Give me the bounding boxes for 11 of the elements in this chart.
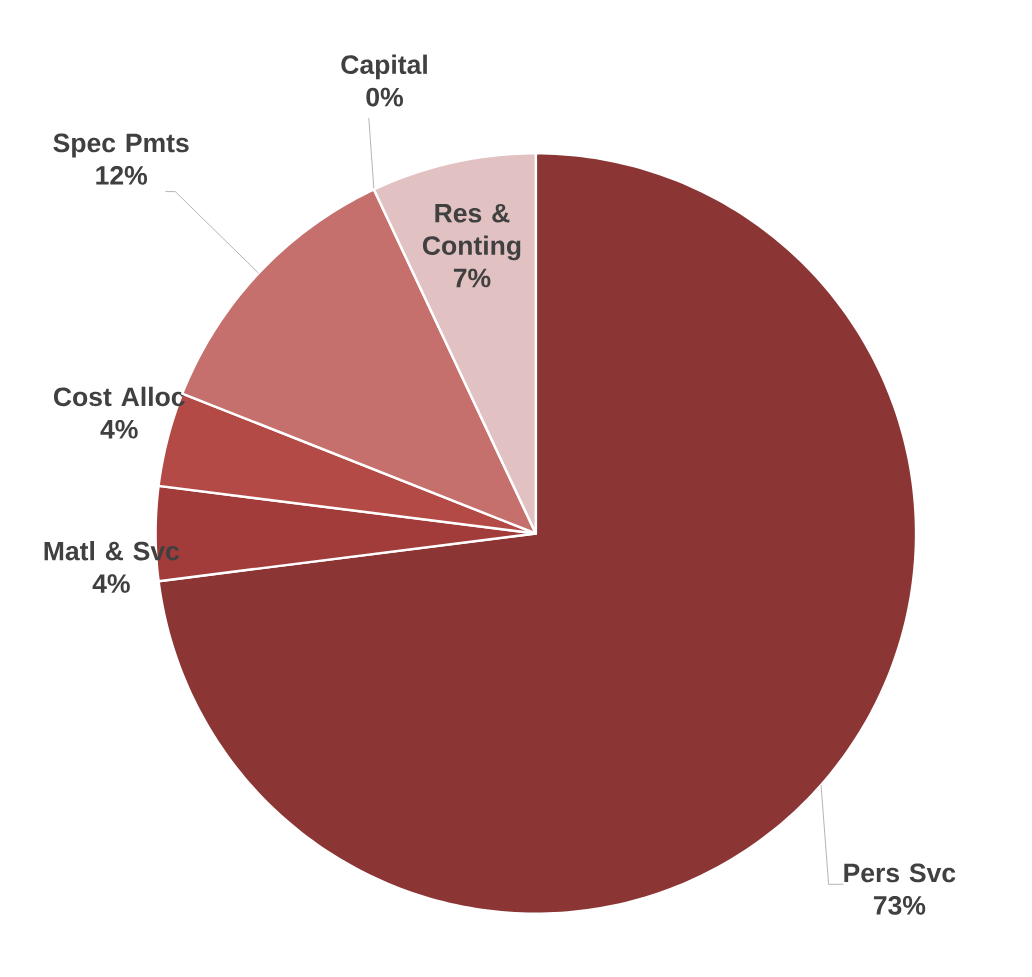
slice-label: Res & Conting: [422, 204, 521, 261]
text: 0%: [366, 87, 403, 107]
data-label: 73%: [873, 896, 926, 915]
category-label: Capital: [341, 54, 427, 80]
data-label: 4%: [100, 420, 138, 439]
slice-label: Spec Pmts: [53, 133, 189, 158]
slice-label: Pers Svc: [844, 863, 956, 883]
slice-label: Cost Alloc: [53, 386, 185, 407]
data-label: 4%: [92, 574, 130, 594]
data-label: 7%: [453, 268, 491, 288]
data-label: 12%: [96, 166, 148, 185]
